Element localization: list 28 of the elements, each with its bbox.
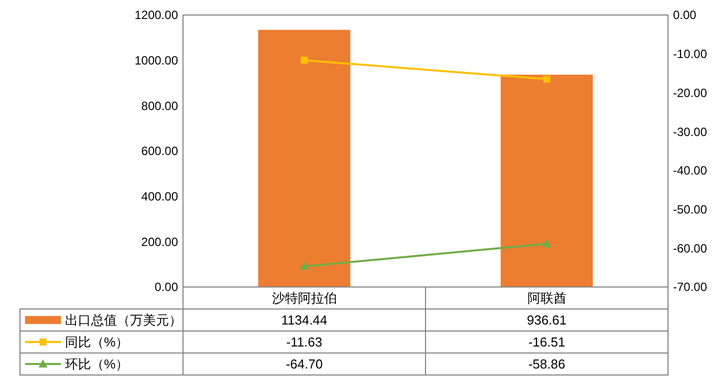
legend-label: 环比（%）: [65, 356, 129, 372]
data-label: -64.70: [286, 356, 323, 372]
y-tick-label: 200.00: [141, 234, 178, 249]
y2-tick-label: -30.00: [673, 124, 708, 139]
y2-tick-label: -10.00: [673, 47, 708, 62]
legend-label: 同比（%）: [65, 334, 129, 350]
x-tick-label: 阿联酋: [527, 290, 566, 306]
y2-tick-label: -50.00: [673, 202, 708, 216]
y-tick-label: 1000.00: [134, 54, 178, 68]
y-tick-label: 0.00: [154, 280, 178, 294]
x-tick-label: 沙特阿拉伯: [272, 290, 337, 306]
data-label: 936.61: [526, 312, 567, 328]
y-tick-label: 1200.00: [134, 8, 178, 22]
data-label: -58.86: [528, 356, 566, 372]
y2-tick-label: -40.00: [673, 164, 708, 178]
y-tick-label: 800.00: [141, 98, 178, 113]
data-label: -11.63: [286, 334, 322, 350]
data-label: 1134.44: [281, 312, 328, 328]
y2-tick-label: -60.00: [673, 241, 708, 256]
y-tick-label: 600.00: [141, 144, 178, 158]
y-tick-label: 400.00: [141, 190, 178, 204]
data-label: -16.51: [528, 334, 566, 350]
point: [300, 56, 308, 64]
point: [543, 76, 550, 83]
y2-tick-label: -70.00: [673, 280, 708, 294]
y2-tick-label: 0.00: [673, 8, 697, 22]
legend-label: 出口总值（万美元）: [65, 312, 182, 328]
y2-tick-label: -20.00: [673, 86, 708, 100]
